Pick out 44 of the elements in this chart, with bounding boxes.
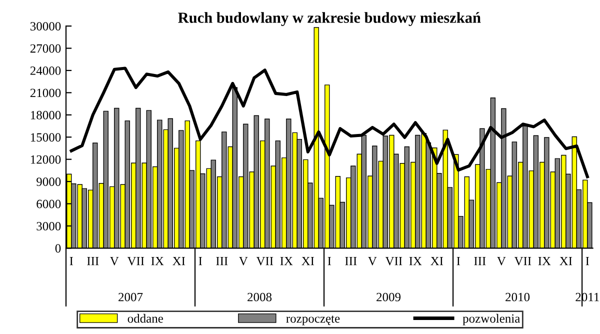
legend-label: oddane <box>128 314 163 323</box>
y-tick-label: 27000 <box>30 44 61 53</box>
text: 2009 <box>376 292 401 302</box>
x-tick-label: I <box>70 256 74 266</box>
x-tick-label: VII <box>385 256 402 266</box>
x-tick-label: III <box>345 256 357 266</box>
x-tick-label: I <box>586 256 590 266</box>
text: 2008 <box>248 292 272 302</box>
x-tick-label: VII <box>127 256 144 266</box>
x-tick-label: V <box>368 256 377 266</box>
y-tick-label: 30000 <box>30 22 61 31</box>
x-tick-label: VII <box>256 256 274 266</box>
text: 2010 <box>506 292 530 302</box>
x-tick-label: VII <box>514 256 532 266</box>
y-tick-label: 15000 <box>30 133 61 142</box>
text: 2007 <box>118 292 143 302</box>
y-tick-label: 6000 <box>36 200 61 208</box>
chart-title: Ruch budowlany w zakresie budowy mieszkań <box>178 12 481 26</box>
x-tick-label: III <box>87 256 99 266</box>
y-tick-label: 3000 <box>36 222 61 230</box>
x-tick-label: IX <box>409 256 422 266</box>
x-tick-label: XI <box>430 256 444 266</box>
x-tick-label: I <box>456 256 460 266</box>
x-tick-label: III <box>216 256 228 266</box>
x-tick-label: V <box>110 256 119 266</box>
x-tick-label: I <box>328 256 332 266</box>
legend-label: pozwolenia <box>462 314 520 326</box>
x-tick-label: XI <box>302 256 314 266</box>
y-tick-label: 0 <box>55 244 61 253</box>
y-tick-label: 18000 <box>30 110 61 120</box>
x-tick-label: IX <box>280 256 293 266</box>
x-tick-label: I <box>198 256 202 266</box>
x-tick-label: V <box>497 256 506 266</box>
y-tick-label: 9000 <box>36 178 61 186</box>
x-tick-label: XI <box>560 256 572 266</box>
x-tick-label: V <box>239 256 248 266</box>
x-tick-label: IX <box>151 256 164 266</box>
y-tick-label: 21000 <box>30 88 61 98</box>
y-tick-label: 12000 <box>30 155 61 164</box>
x-tick-label: XI <box>172 256 186 266</box>
x-tick-label: IX <box>538 256 551 266</box>
y-tick-label: 24000 <box>30 66 61 75</box>
legend-label: rozpoczęte <box>286 316 340 326</box>
x-tick-label: III <box>474 256 486 266</box>
